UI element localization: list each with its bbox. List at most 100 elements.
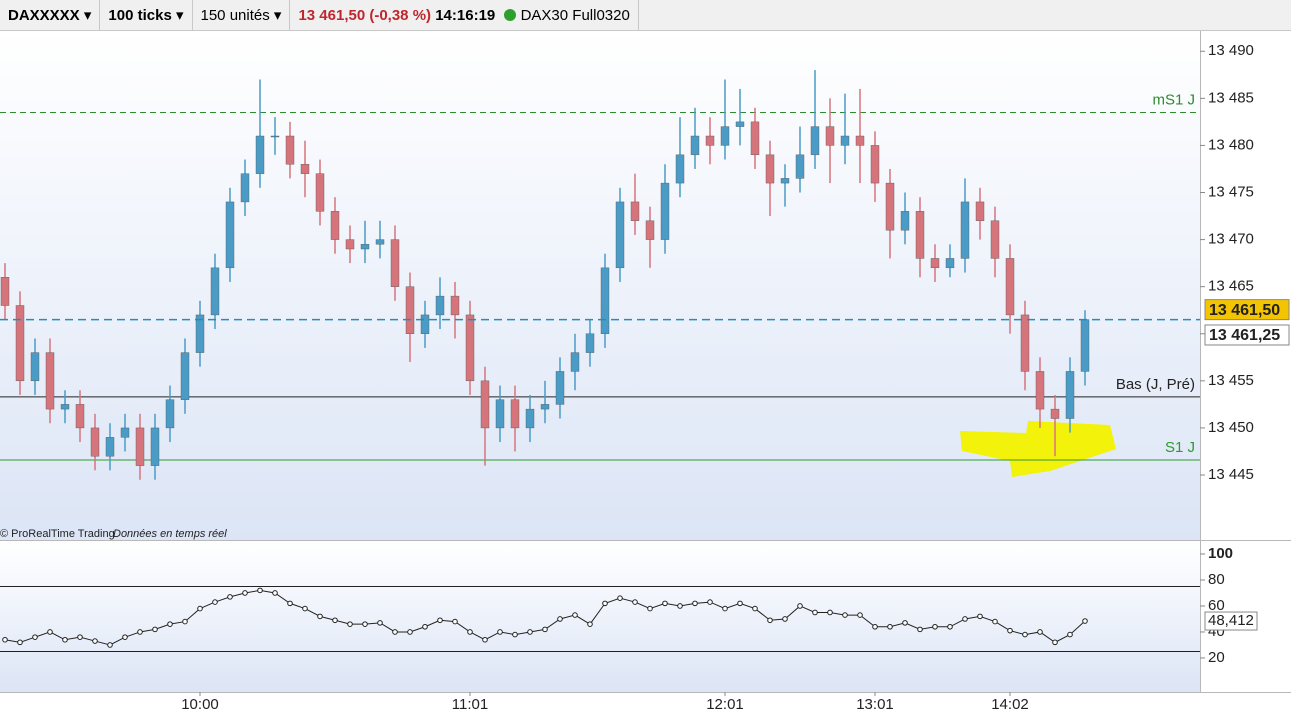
oscillator-point bbox=[347, 621, 353, 627]
candle-body bbox=[720, 126, 730, 146]
candle-body bbox=[1035, 371, 1045, 410]
y-tick-label: 13 485 bbox=[1208, 89, 1254, 106]
candle-body bbox=[975, 201, 985, 221]
candle-body bbox=[195, 314, 205, 353]
candle-body bbox=[510, 399, 520, 429]
y-tick-label: 13 490 bbox=[1208, 42, 1254, 59]
oscillator-point bbox=[362, 621, 368, 627]
oscillator-point bbox=[2, 636, 8, 643]
oscillator-point bbox=[692, 600, 698, 607]
oscillator-point bbox=[197, 605, 203, 612]
candle-body bbox=[150, 427, 160, 466]
oscillator-point bbox=[257, 587, 263, 594]
candle-body bbox=[390, 239, 400, 287]
candle-body bbox=[480, 380, 490, 429]
candle-body bbox=[735, 121, 745, 127]
oscillator-point bbox=[392, 629, 398, 635]
oscillator-point bbox=[122, 634, 128, 640]
candle-body bbox=[585, 333, 595, 353]
y-tick-label: 13 455 bbox=[1208, 372, 1254, 389]
candle-body bbox=[405, 286, 415, 334]
instrument[interactable]: DAXXXXX ▾ bbox=[0, 0, 101, 31]
y-tick-label: 13 475 bbox=[1208, 183, 1254, 200]
oscillator-point bbox=[542, 626, 548, 633]
x-tick-label: 14:02 bbox=[991, 696, 1029, 713]
oscillator-panel bbox=[0, 541, 1200, 692]
candle-body bbox=[420, 314, 430, 334]
candle-body bbox=[870, 145, 880, 184]
candle-body bbox=[540, 404, 550, 410]
candle-body bbox=[555, 371, 565, 405]
oscillator-point bbox=[587, 621, 593, 627]
candle-body bbox=[315, 173, 325, 212]
oscillator-point bbox=[242, 590, 248, 596]
x-tick-label: 12:01 bbox=[706, 696, 744, 713]
candle-body bbox=[285, 135, 295, 165]
oscillator-point bbox=[767, 617, 773, 624]
oscillator-point bbox=[92, 638, 98, 644]
candle-body bbox=[825, 126, 835, 146]
period-label: 100 ticks bbox=[108, 6, 172, 24]
candle-body bbox=[450, 295, 460, 316]
oscillator-point bbox=[152, 626, 158, 633]
y-tick-label: 60 bbox=[1208, 597, 1225, 614]
candle-body bbox=[630, 201, 640, 221]
oscillator-point bbox=[557, 616, 563, 622]
candle-body bbox=[300, 164, 310, 174]
oscillator-point bbox=[377, 620, 383, 626]
period[interactable]: 100 ticks ▾ bbox=[100, 0, 193, 31]
oscillator-point bbox=[422, 623, 428, 630]
oscillator-point bbox=[932, 623, 938, 630]
highlight bbox=[960, 421, 1116, 477]
level-label: mS1 J bbox=[1152, 91, 1195, 108]
candle-body bbox=[255, 135, 265, 174]
y-tick-label: 13 465 bbox=[1208, 278, 1254, 295]
candle-body bbox=[435, 295, 445, 316]
quote: 13 461,50 (-0,38 %) bbox=[298, 6, 432, 24]
candle-body bbox=[105, 437, 115, 457]
candle-body bbox=[1020, 314, 1030, 372]
candle-body bbox=[705, 135, 715, 146]
candle-body bbox=[135, 427, 145, 466]
oscillator-point bbox=[452, 618, 458, 625]
candle-body bbox=[885, 182, 895, 231]
status-dot bbox=[503, 9, 516, 21]
oscillator-point bbox=[782, 616, 788, 622]
oscillator-point bbox=[137, 629, 143, 635]
candle-body bbox=[930, 258, 940, 269]
candle-body bbox=[840, 135, 850, 146]
instrument-name: DAXXXXX bbox=[8, 6, 80, 24]
candle-body bbox=[780, 178, 790, 184]
x-tick-label: 11:01 bbox=[452, 696, 488, 713]
oscillator-point bbox=[107, 642, 113, 648]
oscillator-point bbox=[212, 599, 218, 605]
oscillator-point bbox=[857, 612, 863, 618]
oscillator-point bbox=[602, 600, 608, 607]
candle-body bbox=[1080, 319, 1090, 372]
price-label-box bbox=[1204, 324, 1290, 346]
price-label-box bbox=[1204, 299, 1290, 321]
candle-body bbox=[645, 220, 655, 240]
units[interactable]: 150 unités ▾ bbox=[193, 0, 291, 31]
oscillator-point bbox=[647, 605, 653, 612]
oscillator-point bbox=[317, 613, 323, 620]
oscillator-point bbox=[737, 600, 743, 607]
candle-body bbox=[165, 399, 175, 429]
candle-body bbox=[900, 211, 910, 231]
oscillator-point bbox=[797, 603, 803, 609]
candle-body bbox=[600, 267, 610, 334]
oscillator-point bbox=[182, 618, 188, 625]
candle-body bbox=[1065, 371, 1075, 419]
candle-body bbox=[990, 220, 1000, 259]
oscillator-point bbox=[527, 629, 533, 635]
x-tick-label: 10:00 bbox=[181, 696, 219, 713]
oscillator-point bbox=[812, 609, 818, 616]
candle-body bbox=[45, 352, 55, 410]
candle-body bbox=[660, 182, 670, 240]
candle-body bbox=[1005, 258, 1015, 316]
oscillator-point bbox=[497, 629, 503, 635]
candle-body bbox=[60, 404, 70, 410]
oscillator-point bbox=[977, 613, 983, 620]
candle-body bbox=[75, 404, 85, 429]
